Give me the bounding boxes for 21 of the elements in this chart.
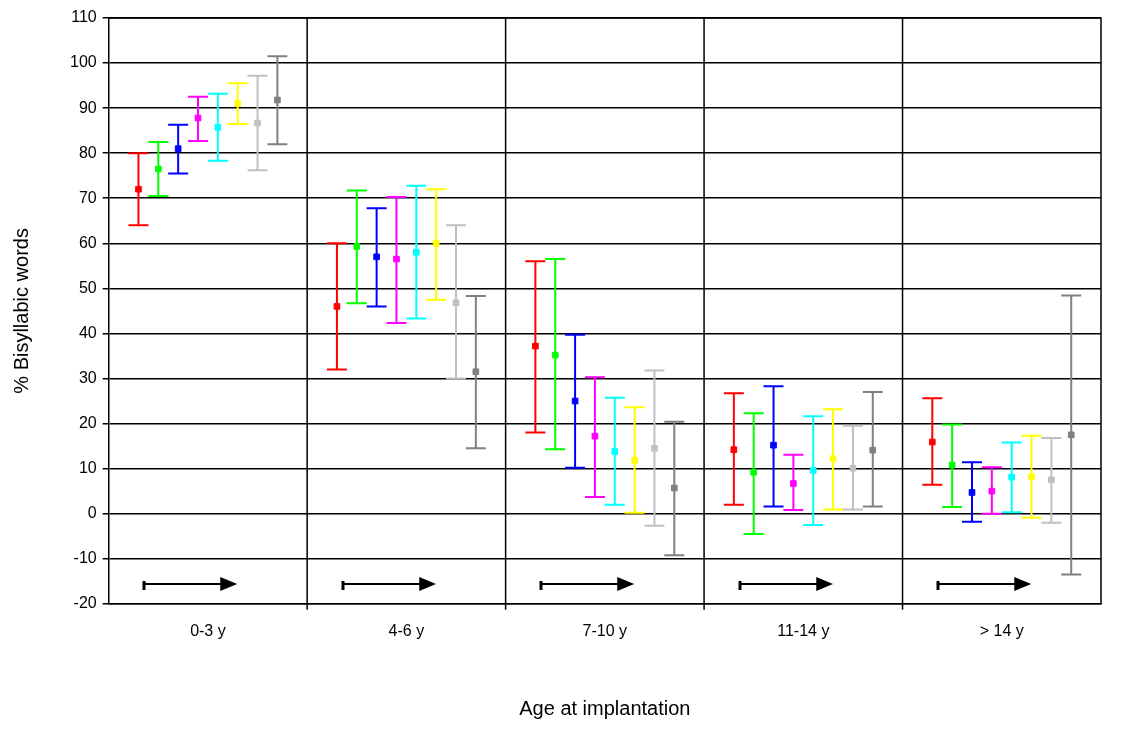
y-tick-label: 50: [78, 278, 97, 296]
x-tick-label: 4-6 y: [388, 621, 425, 639]
y-tick-label: 0: [87, 504, 97, 522]
y-tick-label: 110: [71, 8, 97, 26]
y-tick-label: 90: [78, 98, 97, 116]
y-tick-label: -10: [73, 549, 97, 567]
y-tick-label: 80: [78, 143, 97, 161]
y-tick-label: 20: [78, 413, 97, 431]
y-tick-label: 60: [78, 233, 97, 251]
x-axis-title: Age at implantation: [519, 696, 691, 719]
x-tick-label: 0-3 y: [190, 621, 226, 639]
y-tick-label: 100: [69, 53, 97, 71]
x-tick-label: > 14 y: [979, 621, 1024, 639]
y-tick-label: -20: [73, 594, 97, 612]
y-tick-label: 70: [78, 188, 97, 206]
y-tick-label: 10: [78, 459, 97, 477]
x-tick-label: 11-14 y: [777, 621, 830, 639]
y-axis-title: % Bisyllabic words: [9, 228, 32, 394]
y-tick-label: 30: [78, 368, 97, 386]
x-tick-label: 7-10 y: [582, 621, 628, 639]
y-tick-label: 40: [78, 323, 97, 341]
